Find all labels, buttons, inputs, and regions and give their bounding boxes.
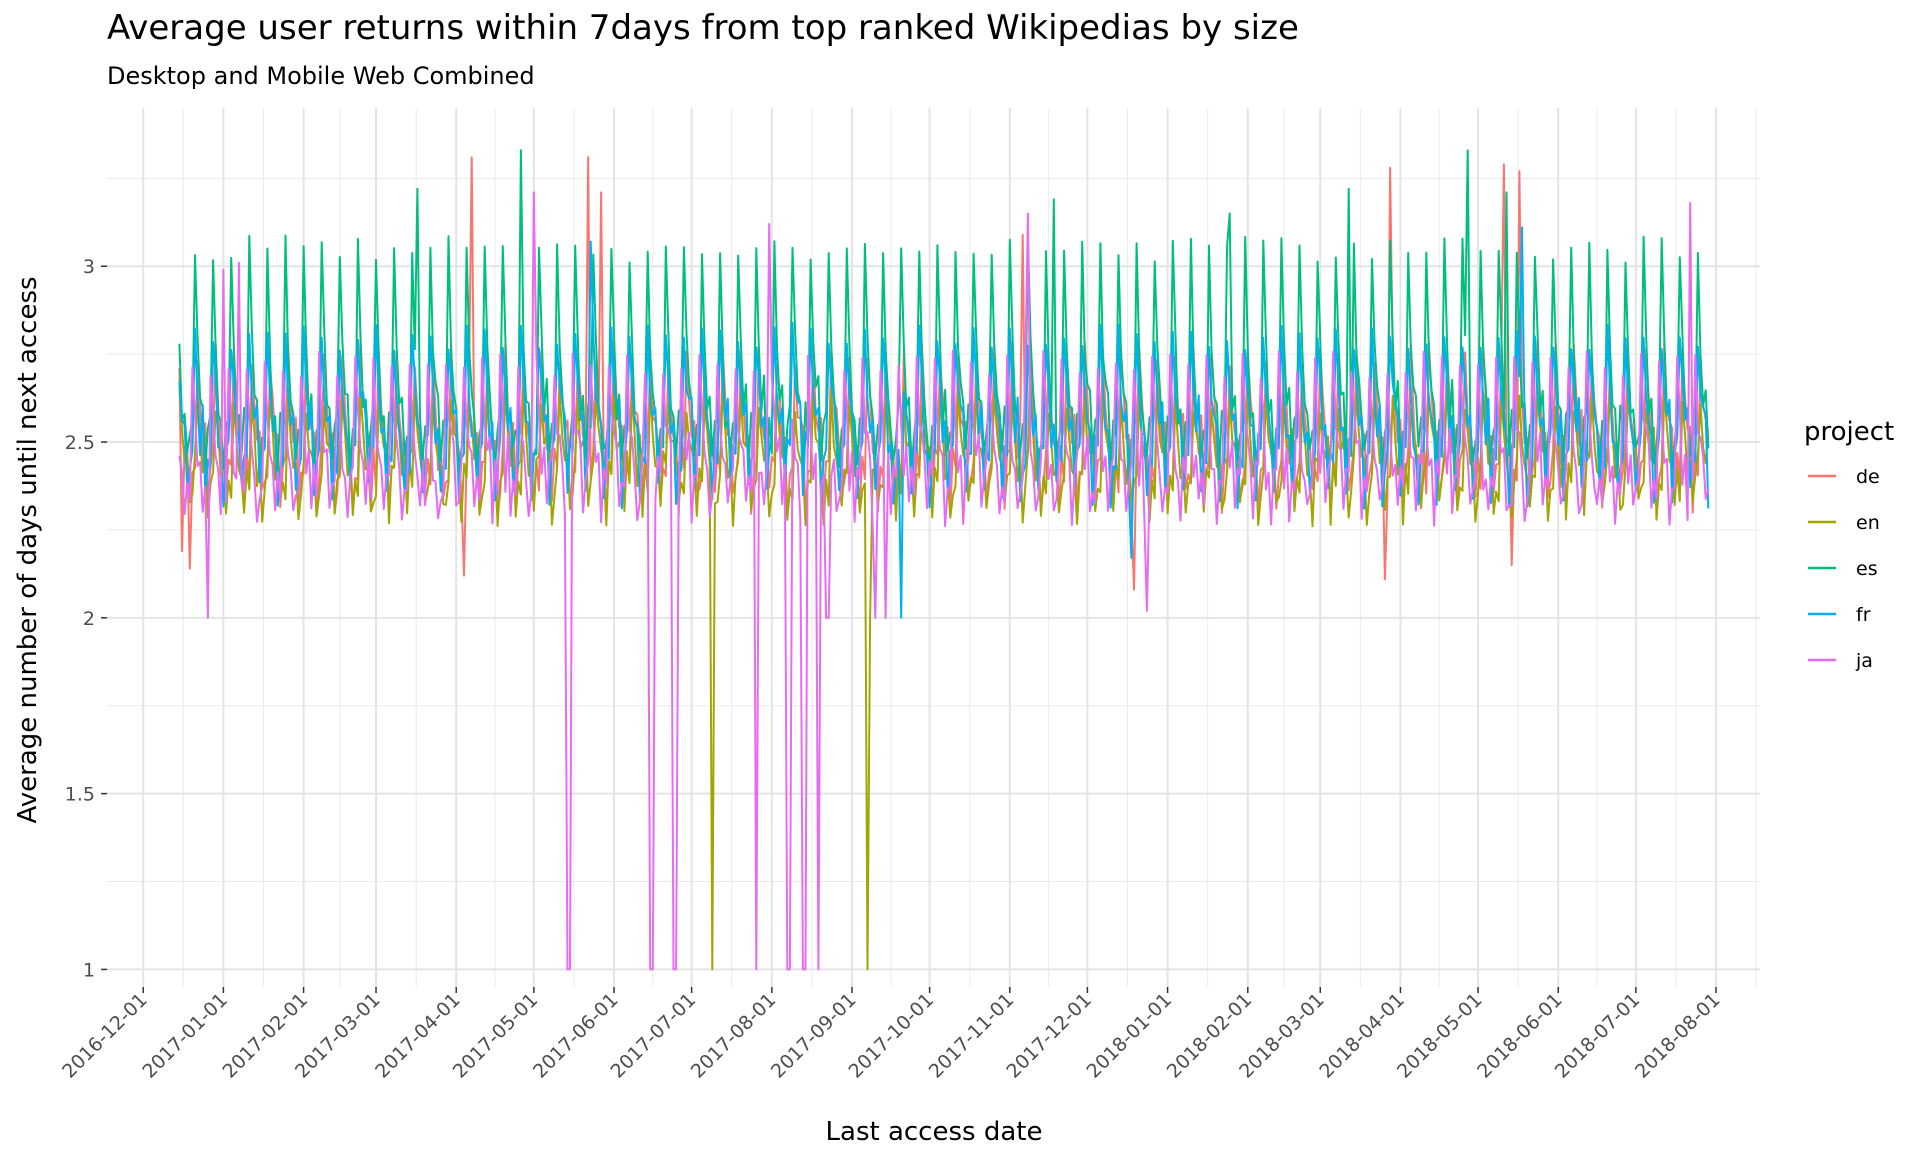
y-tick-label: 3 bbox=[83, 256, 95, 278]
series-line-fr bbox=[178, 226, 1710, 619]
x-axis: 2016-12-012017-01-012017-02-012017-03-01… bbox=[58, 987, 1725, 1083]
legend-label-fr: fr bbox=[1856, 604, 1871, 626]
y-axis-title: Average number of days until next access bbox=[13, 276, 43, 823]
legend-title: project bbox=[1804, 417, 1894, 447]
chart-subtitle: Desktop and Mobile Web Combined bbox=[107, 62, 535, 90]
x-axis-title: Last access date bbox=[826, 1117, 1043, 1147]
series-lines bbox=[178, 149, 1710, 971]
legend-label-ja: ja bbox=[1855, 650, 1873, 672]
legend-label-en: en bbox=[1856, 512, 1880, 534]
legend-label-de: de bbox=[1856, 466, 1880, 488]
y-tick-label: 2.5 bbox=[65, 432, 95, 454]
legend: project de en es fr ja bbox=[1804, 417, 1894, 672]
x-tick-label: 2016-12-01 bbox=[58, 989, 152, 1083]
y-tick-label: 2 bbox=[83, 608, 95, 630]
series-line-ja bbox=[178, 191, 1710, 971]
grid-lines bbox=[107, 108, 1760, 987]
y-tick-label: 1.5 bbox=[65, 784, 95, 806]
y-axis: 1 1.5 2 2.5 3 bbox=[65, 256, 107, 981]
x-tick-label: 2017-01-01 bbox=[138, 989, 232, 1083]
plot-panel bbox=[107, 108, 1760, 987]
chart-title: Average user returns within 7days from t… bbox=[107, 8, 1299, 48]
x-tick-label: 2017-08-01 bbox=[687, 989, 781, 1083]
x-tick-label: 2018-01-01 bbox=[1083, 989, 1177, 1083]
x-tick-label: 2018-08-01 bbox=[1631, 989, 1725, 1083]
legend-label-es: es bbox=[1856, 558, 1878, 580]
y-tick-label: 1 bbox=[83, 959, 95, 981]
series-line-es bbox=[178, 149, 1710, 474]
